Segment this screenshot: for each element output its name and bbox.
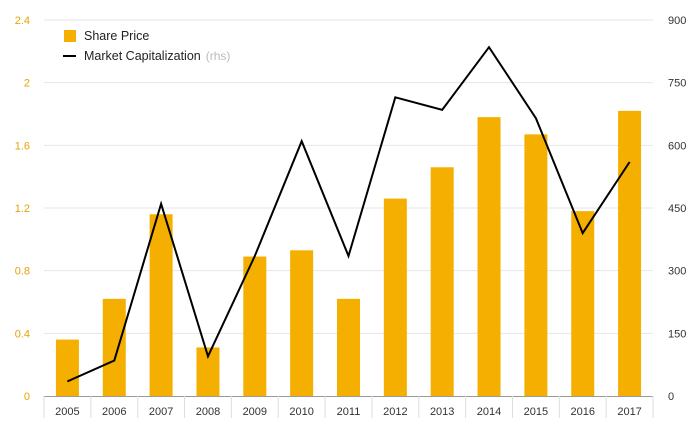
- y-right-tick-450: 450: [668, 203, 686, 215]
- bar-2009: [243, 256, 267, 396]
- x-tick-label-2006: 2006: [102, 406, 126, 418]
- gridlines: [44, 19, 653, 334]
- x-tick-label-2016: 2016: [570, 406, 594, 418]
- share-price-bars: [55, 110, 642, 396]
- legend-market-cap-name: Market Capitalization: [84, 49, 201, 63]
- y-left-tick-0: 0: [24, 391, 30, 403]
- market-cap-series-line: [66, 45, 631, 383]
- y-left-tick-1.2: 1.2: [15, 203, 30, 215]
- bar-2006: [102, 298, 126, 396]
- y-left-tick-1.6: 1.6: [15, 140, 30, 152]
- y-right-tick-0: 0: [668, 391, 674, 403]
- bar-2010: [290, 250, 314, 396]
- x-tick-label-2010: 2010: [289, 406, 313, 418]
- x-tick-label-2008: 2008: [196, 406, 220, 418]
- bar-2008: [196, 347, 220, 396]
- x-tick-label-2011: 2011: [337, 406, 361, 418]
- y-left-tick-2: 2: [24, 78, 30, 90]
- bar-2015: [524, 134, 548, 396]
- bar-2011: [337, 298, 360, 396]
- x-tick-label-2007: 2007: [149, 406, 173, 418]
- right-y-axis: 0 150 300 450 600 750 900: [668, 15, 686, 403]
- bar-2012: [383, 198, 407, 396]
- y-right-tick-750: 750: [668, 78, 686, 90]
- x-tick-label-2017: 2017: [617, 406, 641, 418]
- y-right-tick-150: 150: [668, 328, 686, 340]
- y-right-tick-900: 900: [668, 15, 686, 27]
- left-y-axis: 0 0.4 0.8 1.2 1.6 2 2.4: [15, 15, 30, 403]
- y-right-tick-600: 600: [668, 140, 686, 152]
- bar-2005: [55, 339, 79, 396]
- legend-label-market-cap: Market Capitalization (rhs): [84, 49, 230, 63]
- x-tick-label-2005: 2005: [55, 406, 79, 418]
- y-left-tick-2.4: 2.4: [15, 15, 30, 27]
- x-tick-label-2015: 2015: [524, 406, 548, 418]
- bar-2014: [477, 117, 501, 396]
- x-tick-label-2012: 2012: [383, 406, 407, 418]
- bar-2017: [618, 110, 642, 396]
- legend-market-cap-suffix: (rhs): [206, 49, 231, 63]
- legend-swatch-share-price: [64, 30, 76, 42]
- bar-2013: [430, 167, 454, 396]
- x-tick-label-2013: 2013: [430, 406, 454, 418]
- legend-label-share-price: Share Price: [84, 29, 149, 43]
- y-left-tick-0.4: 0.4: [15, 328, 30, 340]
- x-tick-label-2009: 2009: [243, 406, 267, 418]
- market-cap-line: [66, 45, 631, 383]
- bar-2007: [149, 214, 173, 396]
- x-axis: 2005 2006 2007 2008 2009 2010 2011 2012 2013 2014…: [43, 396, 654, 418]
- x-tick-label-2014: 2014: [477, 406, 501, 418]
- y-right-tick-300: 300: [668, 266, 686, 278]
- bar-2016: [571, 211, 595, 396]
- y-left-tick-0.8: 0.8: [15, 266, 30, 278]
- legend: Share Price Market Capitalization (rhs): [63, 29, 230, 63]
